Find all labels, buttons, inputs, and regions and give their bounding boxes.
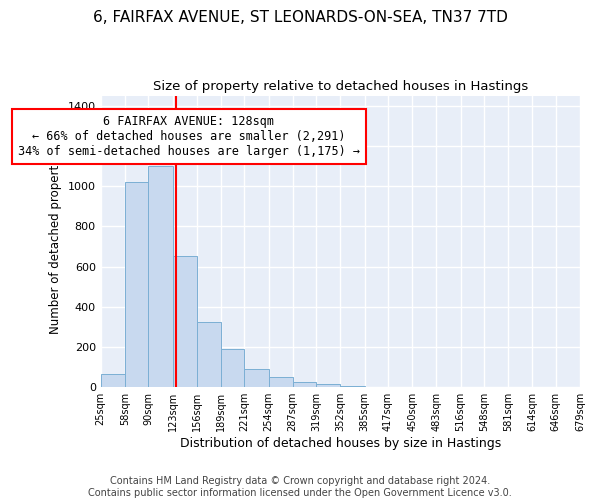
- Bar: [269, 377, 293, 387]
- Bar: [148, 166, 173, 387]
- Bar: [221, 349, 244, 387]
- Text: Contains HM Land Registry data © Crown copyright and database right 2024.
Contai: Contains HM Land Registry data © Crown c…: [88, 476, 512, 498]
- Bar: [173, 256, 197, 387]
- Bar: [125, 182, 148, 387]
- Bar: [293, 382, 316, 387]
- Bar: [316, 384, 340, 387]
- Title: Size of property relative to detached houses in Hastings: Size of property relative to detached ho…: [153, 80, 528, 93]
- Text: 6, FAIRFAX AVENUE, ST LEONARDS-ON-SEA, TN37 7TD: 6, FAIRFAX AVENUE, ST LEONARDS-ON-SEA, T…: [92, 10, 508, 25]
- X-axis label: Distribution of detached houses by size in Hastings: Distribution of detached houses by size …: [180, 437, 501, 450]
- Text: 6 FAIRFAX AVENUE: 128sqm
← 66% of detached houses are smaller (2,291)
34% of sem: 6 FAIRFAX AVENUE: 128sqm ← 66% of detach…: [17, 114, 359, 158]
- Bar: [340, 386, 365, 387]
- Bar: [244, 369, 269, 387]
- Y-axis label: Number of detached properties: Number of detached properties: [49, 148, 62, 334]
- Bar: [197, 322, 221, 387]
- Bar: [101, 374, 125, 387]
